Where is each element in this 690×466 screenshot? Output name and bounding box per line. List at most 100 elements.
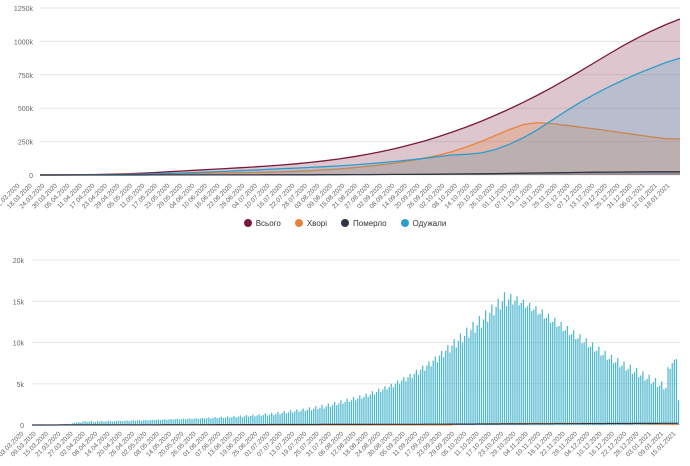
bar[interactable]: [547, 313, 550, 425]
bar[interactable]: [392, 387, 394, 425]
bar[interactable]: [101, 420, 103, 426]
legend-item[interactable]: Одужали: [400, 219, 446, 228]
bar[interactable]: [258, 414, 260, 425]
bar[interactable]: [292, 412, 294, 426]
bar[interactable]: [143, 420, 145, 425]
bar[interactable]: [415, 369, 418, 425]
bar[interactable]: [145, 419, 147, 425]
bar[interactable]: [273, 415, 275, 425]
bar[interactable]: [329, 406, 332, 425]
bar[interactable]: [294, 411, 296, 425]
bar[interactable]: [526, 306, 529, 425]
bar[interactable]: [640, 375, 642, 426]
bar[interactable]: [573, 330, 575, 425]
bar[interactable]: [352, 396, 355, 425]
bar[interactable]: [111, 421, 113, 425]
bar[interactable]: [319, 407, 321, 425]
bar[interactable]: [516, 296, 518, 425]
bar[interactable]: [472, 321, 474, 426]
bar[interactable]: [539, 313, 541, 425]
bar[interactable]: [348, 401, 350, 425]
bar[interactable]: [430, 366, 432, 425]
bar[interactable]: [457, 340, 459, 425]
bar[interactable]: [369, 394, 371, 425]
bar[interactable]: [398, 383, 401, 425]
bar[interactable]: [434, 356, 436, 425]
bar[interactable]: [367, 396, 369, 425]
bar[interactable]: [453, 339, 455, 425]
bar[interactable]: [357, 398, 359, 425]
bar[interactable]: [667, 367, 669, 425]
bar[interactable]: [336, 405, 338, 425]
bar[interactable]: [577, 338, 579, 426]
bar[interactable]: [499, 309, 501, 426]
bar[interactable]: [589, 346, 592, 426]
bar[interactable]: [378, 388, 380, 425]
bar[interactable]: [338, 403, 340, 425]
bar[interactable]: [203, 418, 206, 425]
bar[interactable]: [560, 321, 562, 426]
bar[interactable]: [206, 418, 208, 425]
bar[interactable]: [443, 357, 445, 425]
bar[interactable]: [413, 373, 415, 425]
bar[interactable]: [432, 360, 434, 425]
bar[interactable]: [159, 420, 162, 425]
bar[interactable]: [327, 403, 329, 425]
bar[interactable]: [268, 414, 271, 425]
bar[interactable]: [138, 420, 141, 425]
bar[interactable]: [478, 316, 480, 425]
bar[interactable]: [185, 419, 187, 425]
bar[interactable]: [564, 330, 566, 425]
bar[interactable]: [120, 421, 122, 425]
bar[interactable]: [617, 358, 619, 425]
bar[interactable]: [558, 326, 560, 425]
bar[interactable]: [235, 417, 237, 425]
bar[interactable]: [625, 370, 627, 425]
bar[interactable]: [281, 413, 283, 425]
bar[interactable]: [533, 309, 535, 426]
bar[interactable]: [604, 350, 606, 425]
bar[interactable]: [199, 418, 202, 425]
bar[interactable]: [495, 307, 497, 425]
bar[interactable]: [621, 365, 623, 425]
bar[interactable]: [277, 411, 279, 425]
bar[interactable]: [522, 299, 524, 425]
bar[interactable]: [497, 298, 499, 425]
bar[interactable]: [210, 418, 212, 425]
bar[interactable]: [554, 317, 556, 425]
bar[interactable]: [275, 413, 277, 425]
bar[interactable]: [545, 317, 548, 425]
bar[interactable]: [239, 415, 241, 425]
bar[interactable]: [88, 421, 90, 425]
bar[interactable]: [650, 383, 652, 425]
bar[interactable]: [447, 344, 449, 425]
bar[interactable]: [300, 410, 302, 425]
bar[interactable]: [212, 417, 214, 425]
bar[interactable]: [266, 415, 269, 425]
bar[interactable]: [157, 419, 160, 425]
bar[interactable]: [661, 381, 663, 425]
legend-item[interactable]: Померло: [341, 219, 387, 228]
bar[interactable]: [531, 311, 533, 425]
bar[interactable]: [365, 393, 367, 425]
bar[interactable]: [283, 410, 285, 425]
bar[interactable]: [585, 338, 587, 426]
bar[interactable]: [493, 315, 495, 425]
bar[interactable]: [384, 386, 386, 425]
bar[interactable]: [208, 417, 210, 425]
bar[interactable]: [136, 420, 139, 425]
bar[interactable]: [141, 420, 143, 425]
bar[interactable]: [128, 421, 130, 425]
bar[interactable]: [342, 403, 344, 425]
bar[interactable]: [76, 422, 78, 425]
bar[interactable]: [474, 332, 476, 425]
bar[interactable]: [451, 345, 453, 425]
bar[interactable]: [380, 392, 382, 425]
bar[interactable]: [279, 414, 281, 425]
bar[interactable]: [361, 398, 363, 425]
bar[interactable]: [250, 415, 252, 425]
bar[interactable]: [407, 377, 409, 425]
bar[interactable]: [193, 418, 195, 425]
bar[interactable]: [170, 419, 172, 425]
bar[interactable]: [178, 419, 181, 425]
